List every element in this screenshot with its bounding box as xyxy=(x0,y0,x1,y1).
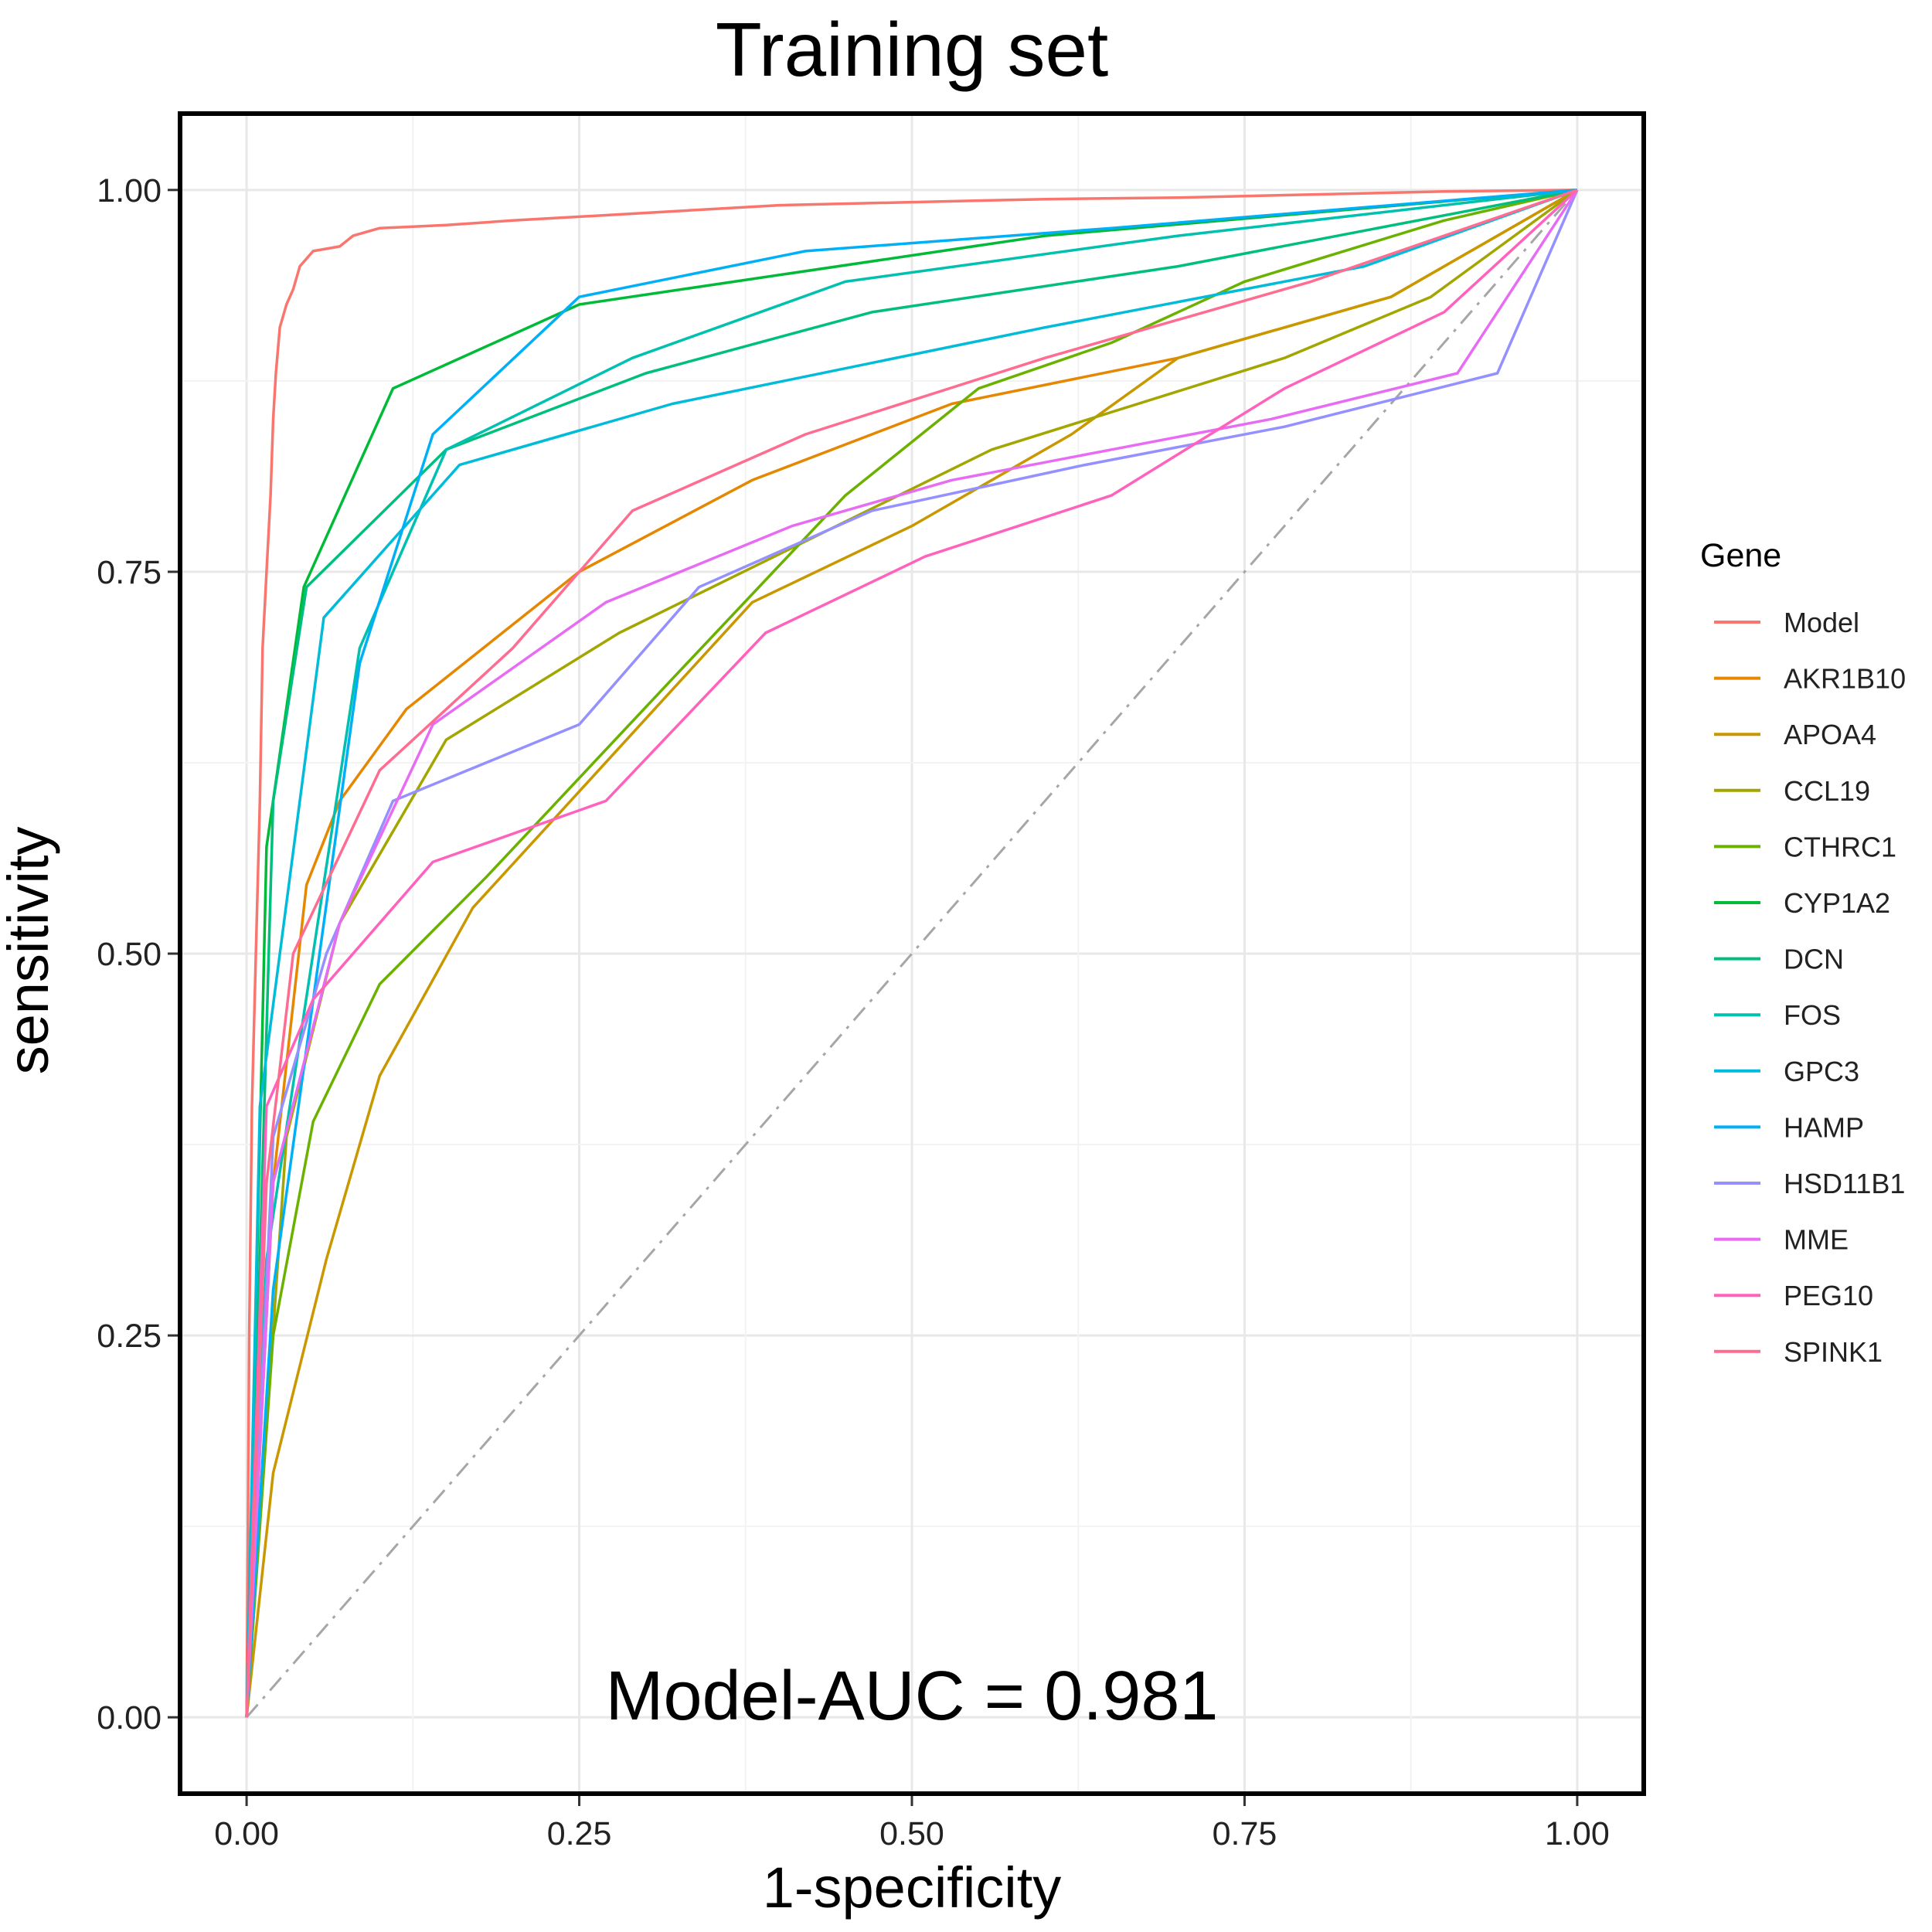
legend-label-peg10: PEG10 xyxy=(1784,1280,1873,1311)
legend-label-dcn: DCN xyxy=(1784,944,1844,975)
series-line-cyp1a2 xyxy=(245,189,1578,1718)
y-axis-ticks: 0.00 0.25 0.50 0.75 1.00 xyxy=(97,172,178,1736)
legend-label-ccl19: CCL19 xyxy=(1784,775,1870,807)
y-tick-label: 0.75 xyxy=(97,554,162,591)
x-tick-label: 0.00 xyxy=(214,1815,279,1852)
auc-annotation: Model-AUC = 0.981 xyxy=(606,1658,1219,1735)
y-axis-title: sensitivity xyxy=(0,827,60,1075)
series-line-peg10 xyxy=(245,189,1579,1718)
legend-label-model: Model xyxy=(1784,607,1859,638)
series-line-mme xyxy=(245,189,1579,1718)
legend-label-fos: FOS xyxy=(1784,999,1841,1031)
series-line-model xyxy=(245,189,1577,1718)
series-line-fos xyxy=(245,189,1578,1718)
x-axis-ticks: 0.00 0.25 0.50 0.75 1.00 xyxy=(214,1796,1610,1852)
series-line-spink1 xyxy=(245,189,1578,1718)
legend-label-cthrc1: CTHRC1 xyxy=(1784,831,1896,862)
y-tick-label: 0.25 xyxy=(97,1318,162,1355)
grid-lines xyxy=(180,114,1644,1794)
legend-label-apoa4: APOA4 xyxy=(1784,719,1876,750)
legend-label-gpc3: GPC3 xyxy=(1784,1056,1859,1087)
series-line-cthrc1 xyxy=(245,189,1578,1718)
series-line-dcn xyxy=(245,189,1578,1718)
chart-title: Training set xyxy=(716,7,1108,92)
x-tick-label: 0.25 xyxy=(547,1815,612,1852)
x-axis-title: 1-specificity xyxy=(763,1855,1062,1920)
legend-label-hsd11b1: HSD11B1 xyxy=(1784,1168,1905,1199)
y-tick-label: 1.00 xyxy=(97,172,162,209)
legend: Model AKR1B10 APOA4 CCL19 CTHRC1 CYP1A2 DCN FOS… xyxy=(1714,607,1906,1368)
legend-label-spink1: SPINK1 xyxy=(1784,1336,1883,1368)
legend-title: Gene xyxy=(1700,537,1781,574)
x-tick-label: 0.50 xyxy=(879,1815,944,1852)
series-line-hsd11b1 xyxy=(245,189,1579,1718)
series-line-gpc3 xyxy=(245,189,1578,1718)
y-tick-label: 0.00 xyxy=(97,1699,162,1736)
legend-label-hamp: HAMP xyxy=(1784,1111,1864,1143)
y-tick-label: 0.50 xyxy=(97,936,162,973)
series-line-apoa4 xyxy=(245,189,1578,1718)
legend-label-mme: MME xyxy=(1784,1224,1849,1256)
x-tick-label: 1.00 xyxy=(1545,1815,1610,1852)
legend-label-cyp1a2: CYP1A2 xyxy=(1784,887,1890,919)
x-tick-label: 0.75 xyxy=(1213,1815,1277,1852)
series-lines xyxy=(245,189,1579,1718)
legend-label-akr1b10: AKR1B10 xyxy=(1784,663,1906,695)
plot-border xyxy=(178,111,1646,1796)
series-line-hamp xyxy=(245,189,1578,1718)
